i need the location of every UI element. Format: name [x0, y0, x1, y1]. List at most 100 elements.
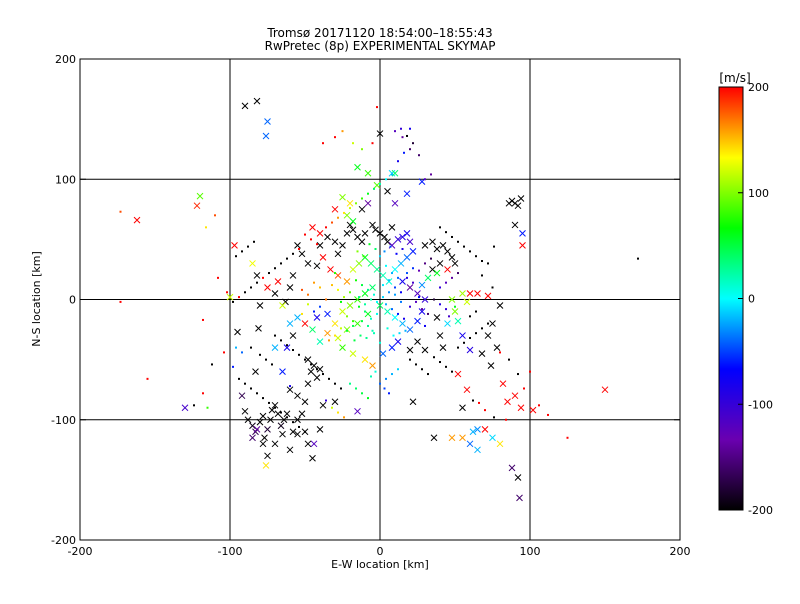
- data-point-dot: [445, 308, 447, 311]
- data-point-cross: [369, 284, 376, 291]
- data-point-cross: [193, 202, 201, 210]
- data-point-dot: [401, 136, 404, 139]
- data-point-dot: [415, 363, 417, 366]
- data-point-dot: [238, 296, 240, 299]
- data-point-dot: [364, 310, 366, 313]
- data-point-dot: [406, 134, 408, 137]
- data-point-dot: [448, 315, 450, 318]
- data-point-dot: [439, 286, 441, 289]
- data-point-cross: [339, 193, 346, 201]
- data-point-dot: [424, 262, 426, 265]
- data-point-dot: [391, 173, 393, 176]
- data-point-cross: [283, 410, 291, 418]
- data-point-dot: [412, 267, 414, 270]
- data-point-cross: [271, 344, 279, 351]
- data-point-cross: [601, 386, 609, 394]
- data-point-dot: [427, 373, 429, 376]
- grid-lines: [80, 59, 680, 540]
- colorbar-tick-label: 100: [748, 187, 769, 200]
- data-point-cross: [399, 233, 406, 241]
- data-point-dot: [394, 130, 396, 133]
- data-point-dot: [313, 310, 315, 313]
- data-point-cross: [349, 226, 357, 234]
- data-point-dot: [386, 327, 389, 330]
- data-point-dot: [475, 310, 477, 313]
- data-point-cross: [238, 392, 246, 400]
- data-point-cross: [373, 266, 381, 273]
- data-point-cross: [484, 332, 492, 339]
- data-point-dot: [469, 315, 471, 318]
- data-point-cross: [304, 380, 312, 388]
- data-point-dot: [310, 363, 312, 366]
- data-point-cross: [226, 293, 234, 301]
- data-point-cross: [298, 250, 306, 258]
- data-point-cross: [264, 426, 271, 433]
- data-point-dot: [389, 245, 392, 248]
- data-point-cross: [264, 452, 271, 460]
- data-point-cross: [313, 262, 321, 270]
- data-point-dot: [454, 305, 456, 308]
- data-point-dot: [566, 436, 569, 439]
- data-point-cross: [304, 260, 312, 267]
- data-point-dot: [250, 286, 252, 289]
- data-point-dot: [400, 127, 402, 130]
- data-point-dot: [421, 368, 423, 371]
- data-point-cross: [459, 332, 466, 339]
- data-point-dot: [385, 264, 387, 267]
- data-point-dot: [268, 272, 270, 275]
- data-point-cross: [316, 426, 324, 433]
- data-point-cross: [381, 233, 388, 241]
- data-point-cross: [403, 254, 411, 261]
- data-point-dot: [463, 341, 465, 344]
- data-point-cross: [403, 190, 411, 198]
- data-point-cross: [256, 302, 264, 309]
- data-point-dot: [340, 300, 342, 303]
- data-point-dot: [355, 279, 357, 282]
- data-point-dot: [358, 296, 360, 299]
- data-point-dot: [358, 305, 360, 308]
- data-point-dot: [349, 382, 351, 385]
- data-point-cross: [304, 356, 312, 363]
- data-point-dot: [401, 247, 404, 250]
- colorbar-tick-label: 0: [748, 293, 755, 306]
- data-point-dot: [365, 336, 368, 339]
- data-point-cross: [289, 428, 297, 436]
- data-point-cross: [519, 230, 526, 237]
- data-point-dot: [385, 178, 387, 181]
- data-point-cross: [310, 440, 318, 448]
- data-point-cross: [406, 238, 414, 246]
- data-point-cross: [301, 398, 309, 406]
- data-point-cross: [294, 314, 301, 321]
- data-point-dot: [379, 183, 381, 186]
- data-point-cross: [514, 202, 522, 210]
- colorbar-unit-label: [m/s]: [719, 71, 750, 85]
- data-point-cross: [433, 314, 441, 321]
- data-point-cross: [294, 392, 301, 400]
- data-point-dot: [383, 387, 386, 390]
- y-axis-ticks: -200 -100 0 100 200: [51, 53, 680, 547]
- data-point-cross: [133, 216, 141, 224]
- data-point-dot: [202, 318, 204, 321]
- colorbar-tick-label: 200: [748, 81, 769, 94]
- data-point-dot: [376, 106, 378, 109]
- data-point-dot: [547, 413, 549, 416]
- data-point-cross: [256, 418, 264, 426]
- data-point-cross: [316, 365, 324, 373]
- data-point-dot: [244, 382, 246, 385]
- data-point-cross: [354, 163, 361, 171]
- data-point-cross: [324, 233, 331, 241]
- data-point-dot: [361, 284, 363, 287]
- data-point-dot: [391, 373, 393, 376]
- data-point-cross: [271, 290, 279, 297]
- data-point-cross: [331, 320, 339, 327]
- colorbar-tick-label: -100: [748, 398, 773, 411]
- data-point-cross: [361, 290, 369, 297]
- data-point-dot: [409, 305, 411, 308]
- data-point-cross: [354, 407, 361, 415]
- data-point-dot: [367, 288, 369, 291]
- y-tick-label: 0: [69, 294, 76, 307]
- data-point-cross: [436, 260, 444, 267]
- data-point-dot: [343, 296, 345, 299]
- data-point-cross: [418, 308, 426, 315]
- data-point-cross: [394, 236, 402, 243]
